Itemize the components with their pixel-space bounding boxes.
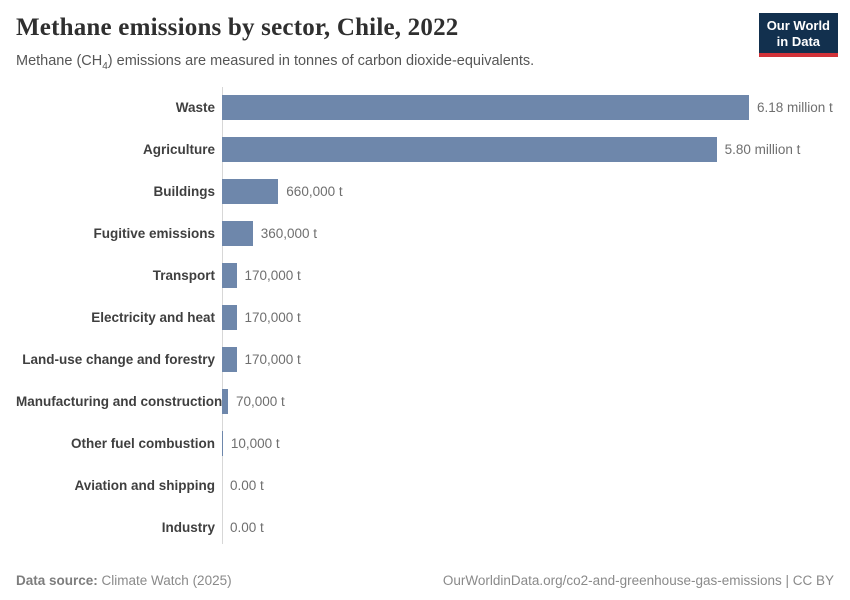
footer-citation-link[interactable]: OurWorldinData.org/co2-and-greenhouse-ga… bbox=[442, 573, 834, 588]
chart-row: Electricity and heat 170,000 t bbox=[16, 305, 834, 330]
value-label: 170,000 t bbox=[244, 310, 301, 325]
bar-track: 5.80 million t bbox=[222, 137, 834, 162]
bar-track: 170,000 t bbox=[222, 305, 834, 330]
owid-logo-line1: Our World bbox=[766, 18, 830, 33]
category-label: Waste bbox=[175, 100, 215, 115]
category-label: Aviation and shipping bbox=[74, 478, 216, 493]
chart-header: Methane emissions by sector, Chile, 2022… bbox=[0, 0, 850, 72]
chart-subtitle: Methane (CH4) emissions are measured in … bbox=[16, 53, 834, 72]
bar[interactable] bbox=[222, 347, 237, 372]
owid-logo[interactable]: Our World in Data bbox=[758, 13, 838, 58]
chart-row: Waste 6.18 million t bbox=[16, 95, 834, 120]
value-label: 0.00 t bbox=[230, 520, 264, 535]
category-label: Buildings bbox=[153, 184, 216, 199]
category-label: Industry bbox=[161, 520, 215, 535]
value-label: 170,000 t bbox=[244, 268, 301, 283]
value-label: 0.00 t bbox=[230, 478, 264, 493]
value-label: 170,000 t bbox=[244, 352, 301, 367]
value-label: 70,000 t bbox=[236, 394, 285, 409]
owid-logo-line2: in Data bbox=[776, 33, 821, 49]
bar[interactable] bbox=[222, 305, 237, 330]
category-label: Other fuel combustion bbox=[70, 436, 215, 451]
chart-footer: Data source: Climate Watch (2025) OurWor… bbox=[16, 573, 834, 588]
bar[interactable] bbox=[222, 221, 253, 246]
chart-row: Manufacturing and construction 70,000 t bbox=[16, 389, 834, 414]
bar-track: 0.00 t bbox=[222, 515, 834, 540]
bar-track: 660,000 t bbox=[222, 179, 834, 204]
category-label: Transport bbox=[152, 268, 215, 283]
bar-track: 0.00 t bbox=[222, 473, 834, 498]
chart-row: Fugitive emissions 360,000 t bbox=[16, 221, 834, 246]
category-label: Fugitive emissions bbox=[93, 226, 215, 241]
page-title: Methane emissions by sector, Chile, 2022 bbox=[16, 14, 459, 41]
chart-row: Agriculture 5.80 million t bbox=[16, 137, 834, 162]
category-label: Agriculture bbox=[142, 142, 215, 157]
chart-row: Aviation and shipping 0.00 t bbox=[16, 473, 834, 498]
category-label: Land-use change and forestry bbox=[22, 352, 215, 367]
value-label: 660,000 t bbox=[286, 184, 343, 199]
subtitle-text: Methane (CH bbox=[16, 53, 103, 69]
category-label: Electricity and heat bbox=[91, 310, 215, 325]
bar-chart: Waste 6.18 million t Agriculture 5.80 milli… bbox=[16, 87, 834, 544]
value-label: 6.18 million t bbox=[757, 100, 833, 115]
bar-track: 170,000 t bbox=[222, 263, 834, 288]
bar-track: 70,000 t bbox=[222, 389, 834, 414]
value-label: 5.80 million t bbox=[724, 142, 801, 157]
bar[interactable] bbox=[222, 389, 228, 414]
bar-track: 10,000 t bbox=[222, 431, 834, 456]
subtitle-text-suffix: ) emissions are measured in tonnes of ca… bbox=[107, 53, 535, 69]
bar[interactable] bbox=[222, 263, 237, 288]
bar[interactable] bbox=[222, 137, 717, 162]
bar-track: 6.18 million t bbox=[222, 95, 834, 120]
value-label: 360,000 t bbox=[260, 226, 317, 241]
chart-row: Other fuel combustion 10,000 t bbox=[16, 431, 834, 456]
bar-track: 360,000 t bbox=[222, 221, 834, 246]
value-label: 10,000 t bbox=[230, 436, 280, 451]
data-source: Data source: Climate Watch (2025) bbox=[16, 573, 232, 588]
bar-track: 170,000 t bbox=[222, 347, 834, 372]
data-source-label: Data source: bbox=[16, 573, 98, 588]
chart-row: Buildings 660,000 t bbox=[16, 179, 834, 204]
bar[interactable] bbox=[222, 431, 223, 456]
subtitle-subscript: 4 bbox=[102, 60, 108, 72]
chart-row: Industry 0.00 t bbox=[16, 515, 834, 540]
category-label: Manufacturing and construction bbox=[16, 394, 223, 409]
bar[interactable] bbox=[222, 179, 279, 204]
chart-row: Land-use change and forestry 170,000 t bbox=[16, 347, 834, 372]
bar[interactable] bbox=[222, 95, 749, 120]
data-source-value: Climate Watch (2025) bbox=[101, 573, 232, 588]
chart-row: Transport 170,000 t bbox=[16, 263, 834, 288]
